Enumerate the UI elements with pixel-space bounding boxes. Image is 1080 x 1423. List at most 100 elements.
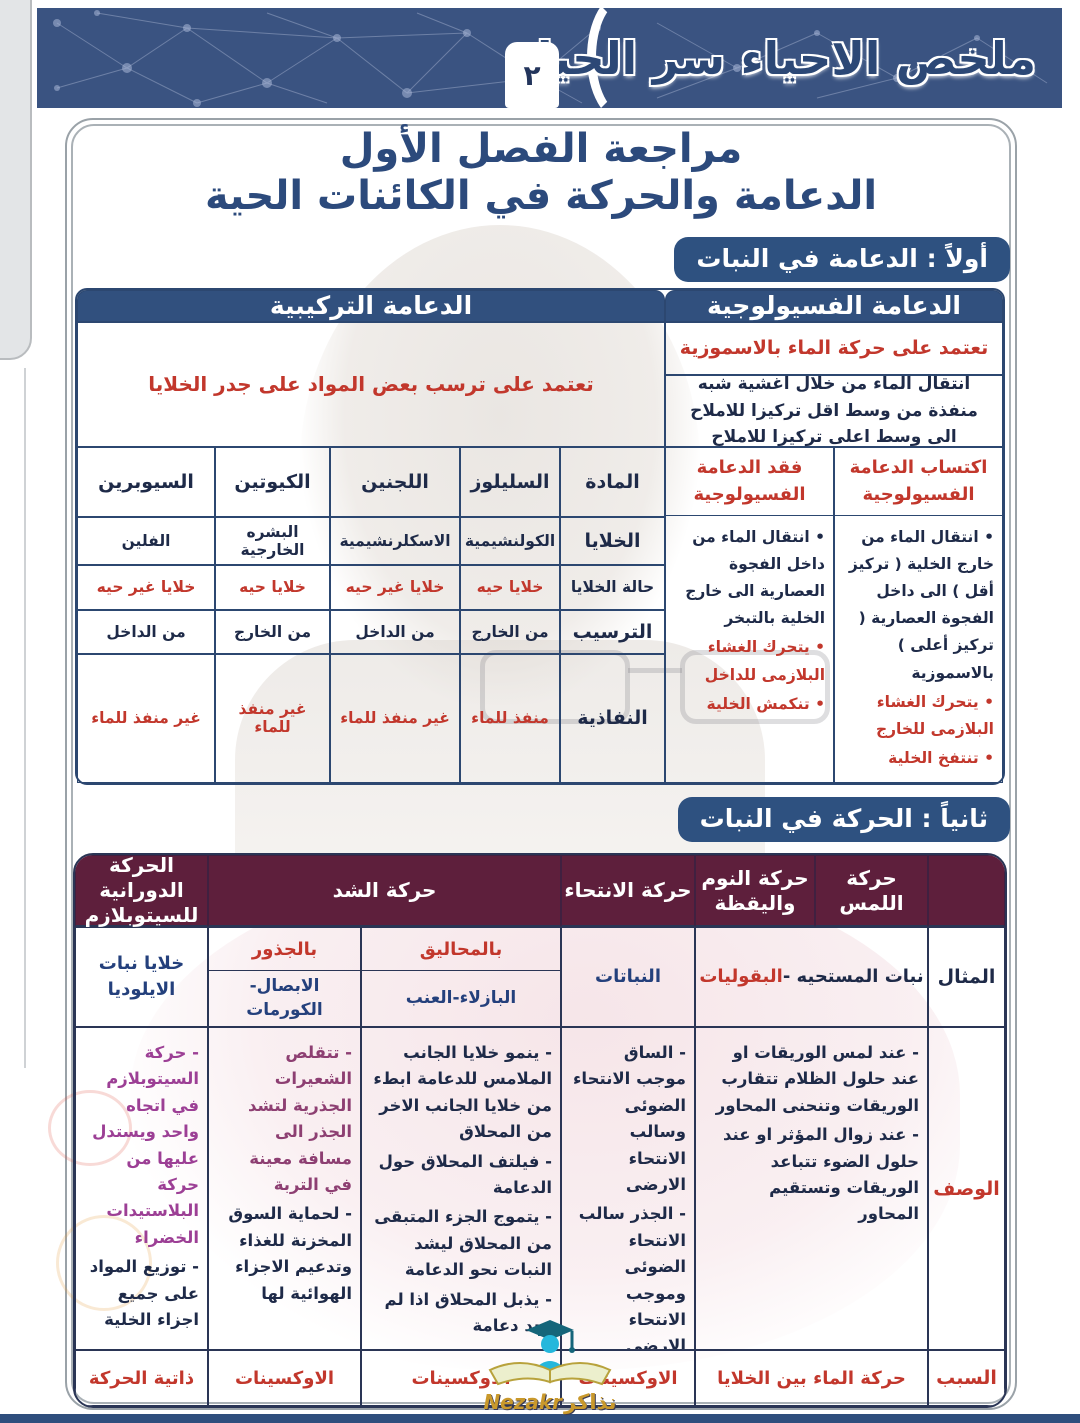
material-lignin: اللجنين (330, 446, 461, 517)
example-touch-sleep: نبات المستحيه - البقوليات (695, 927, 928, 1027)
material-suberin: السيوبرين (77, 446, 216, 517)
description-point: - لحماية السوق المخزنة للغذاء وتدعيم الا… (228, 1204, 352, 1303)
loss-point: • تنكمش الخلية (706, 694, 826, 713)
material-cutin: الكيوتين (215, 446, 331, 517)
description-point: - عند زوال المؤثر او عند حلول الضوء تتبا… (722, 1125, 919, 1224)
description-point: - فيلتف المحلاق حول الدعامة (378, 1151, 552, 1197)
row-header-permeability: النفاذية (560, 653, 666, 783)
physiological-support-header: الدعامة الفسيولوجية (665, 290, 1003, 322)
example-cyclosis: خلايا نبات الايلوديا (75, 927, 208, 1027)
material-cellulose: السليلوز (460, 446, 561, 517)
structural-basis: تعتمد على ترسب بعض المواد على جدر الخلاي… (77, 321, 666, 447)
gain-support-column: اكتساب الدعامة الفسيولوجية • انتقال الما… (834, 446, 1003, 783)
row-label-cause: السبب (928, 1350, 1005, 1406)
chapter-title-line2: الدعامة والحركة في الكائنات الحية (204, 173, 878, 220)
state-cutin: خلايا حيه (215, 564, 331, 610)
roots-sub-header: بالجذور (209, 928, 360, 972)
chapter-title: مراجعة الفصل الأول الدعامة والحركة في ال… (65, 126, 1017, 220)
roots-examples: الابصال- الكورمات (246, 975, 323, 1020)
state-cellulose: خلايا حيه (460, 564, 561, 610)
description-point: - الساق موجب الانتحاء الضوئى وسالب الانت… (572, 1043, 686, 1194)
chapter-title-line1: مراجعة الفصل الأول (339, 126, 743, 172)
support-table: الدعامة الفسيولوجية الدعامة التركيبية تع… (75, 288, 1005, 785)
state-lignin: خلايا غير حيه (330, 564, 461, 610)
row-label-example: المثال (928, 927, 1005, 1027)
sleep-wake-movement-header: حركة النوم والیقظة (695, 855, 815, 927)
loss-support-header: فقد الدعامة الفسيولوجية (666, 448, 834, 516)
cells-suberin: الفلين (77, 516, 216, 565)
materials-grid: المادة السليلوز اللجنين الكيوتين السيوبر… (77, 446, 666, 783)
row-header-material: المادة (560, 446, 666, 517)
network-pattern-decoration (53, 10, 1048, 107)
deposition-cellulose: من الخارج (460, 609, 561, 654)
description-point: - توزيع المواد على جميع اجزاء الخلية (89, 1257, 199, 1329)
support-table-header-row: الدعامة الفسيولوجية الدعامة التركيبية (77, 290, 1003, 322)
deposition-lignin: من الداخل (330, 609, 461, 654)
row-label-description: الوصف (928, 1027, 1005, 1350)
description-cyclosis: - حركة السيتوبلازم في اتجاه واحد ويستدل … (75, 1027, 208, 1350)
permeability-cutin: غير منفذ للماء (215, 653, 331, 783)
tropism-movement-header: حركة الانتحاء (561, 855, 695, 927)
tendrils-sub-header: بالمحاليق (362, 928, 560, 972)
touch-movement-header: حركة اللمس (815, 855, 928, 927)
physiological-support-column: تعتمد على حركة الماء بالاسموزية انتقال ا… (665, 321, 1003, 783)
description-roots: - تتقلص الشعيرات الجذرية لتشد الجذر الى … (208, 1027, 361, 1350)
gain-support-header: اكتساب الدعامة الفسيولوجية (835, 448, 1002, 516)
loss-support-column: فقد الدعامة الفسيولوجية • انتقال الماء م… (665, 446, 835, 783)
gain-point: • انتقال الماء من خارج الخلية ( تركيز أق… (848, 527, 994, 682)
structural-support-header: الدعامة التركيبية (77, 290, 666, 322)
description-point: - تتقلص الشعيرات الجذرية لتشد الجذر الى … (248, 1043, 352, 1194)
description-point: - حركة السيتوبلازم في اتجاه واحد ويستدل … (92, 1043, 199, 1247)
deposition-cutin: من الخارج (215, 609, 331, 654)
booklet-title: ملخص الاحياء سر الحياة (510, 31, 1037, 85)
tension-movement-header: حركة الشد (208, 855, 561, 927)
adjacent-page-edge-lower (0, 368, 26, 1068)
corner-cell (928, 855, 1005, 927)
row-header-deposition: الترسيب (560, 609, 666, 654)
example-touch-sleep-text: نبات المستحيه - (782, 965, 924, 987)
structural-support-column: تعتمد على ترسب بعض المواد على جدر الخلاي… (77, 321, 666, 783)
permeability-cellulose: منفذ للماء (460, 653, 561, 783)
description-point: - عند لمس الوريقات او عند حلول الظلام تت… (715, 1043, 919, 1115)
cause-roots: الاوكسينات (208, 1350, 361, 1406)
cause-touch-sleep: حركة الماء بين الخلايا (695, 1350, 928, 1406)
gain-point: • يتحرك الغشاء البلازمى للخارج (875, 692, 994, 738)
gain-point: • تنتفخ الخلية (888, 748, 994, 767)
section2-badge: ثانياً : الحركة في النبات (677, 797, 1010, 842)
deposition-suberin: من الداخل (77, 609, 216, 654)
description-tropism: - الساق موجب الانتحاء الضوئى وسالب الانت… (561, 1027, 695, 1350)
row-header-cell-state: حالة الخلايا (560, 564, 666, 610)
description-point: - ينمو خلايا الجانب الملامس للدعامة ابطء… (373, 1043, 552, 1142)
example-tendrils: بالمحاليق البازلاء-العنب (361, 927, 561, 1027)
description-point: - يتموج الجزء المتبقى من المحلاق ليشد ال… (374, 1207, 552, 1280)
description-touch-sleep: - عند لمس الوريقات او عند حلول الظلام تت… (695, 1027, 928, 1350)
tendrils-examples: البازلاء-العنب (405, 987, 517, 1008)
state-suberin: خلايا غير حيه (77, 564, 216, 610)
loss-point: • يتحرك الغشاء البلازمى للداخل (704, 638, 826, 684)
permeability-suberin: غير منفذ للماء (77, 653, 216, 783)
example-tropism: النباتات (561, 927, 695, 1027)
watermark-arabic-text: نذاكر (564, 1390, 617, 1414)
physiological-basis: تعتمد على حركة الماء بالاسموزية (665, 321, 1003, 375)
cyclosis-movement-header: الحركة الدورانية للسيتوبلازم (75, 855, 208, 927)
graduate-book-icon (488, 1320, 612, 1386)
section1-badge: أولاً : الدعامة في النبات (674, 237, 1010, 282)
example-touch-sleep-highlight: البقوليات (699, 965, 783, 987)
watermark-latin-text: Nezakr (483, 1390, 563, 1414)
osmosis-definition: انتقال الماء من خلال اغشية شبه منفذة من … (665, 374, 1003, 447)
cells-cutin: البشره الخارجية (215, 516, 331, 565)
description-tendrils: - ينمو خلايا الجانب الملامس للدعامة ابطء… (361, 1027, 561, 1350)
bottom-navy-strip (0, 1414, 1080, 1423)
example-roots: بالجذور الابصال- الكورمات (208, 927, 361, 1027)
crescent-divider-decoration (587, 8, 661, 108)
loss-point: • انتقال الماء من داخل الفجوة العصارية ا… (685, 527, 826, 628)
permeability-lignin: غير منفذ للماء (330, 653, 461, 783)
nezakr-watermark: Nezakr نذاكر (468, 1318, 632, 1414)
page-number-badge: ٢ (505, 42, 559, 108)
row-header-cells: الخلايا (560, 516, 666, 565)
cause-cyclosis: ذاتية الحركة (75, 1350, 208, 1406)
page-number: ٢ (523, 58, 541, 92)
cells-cellulose: الكولنشيمية (460, 516, 561, 565)
cells-lignin: الاسكلرنشيمية (330, 516, 461, 565)
